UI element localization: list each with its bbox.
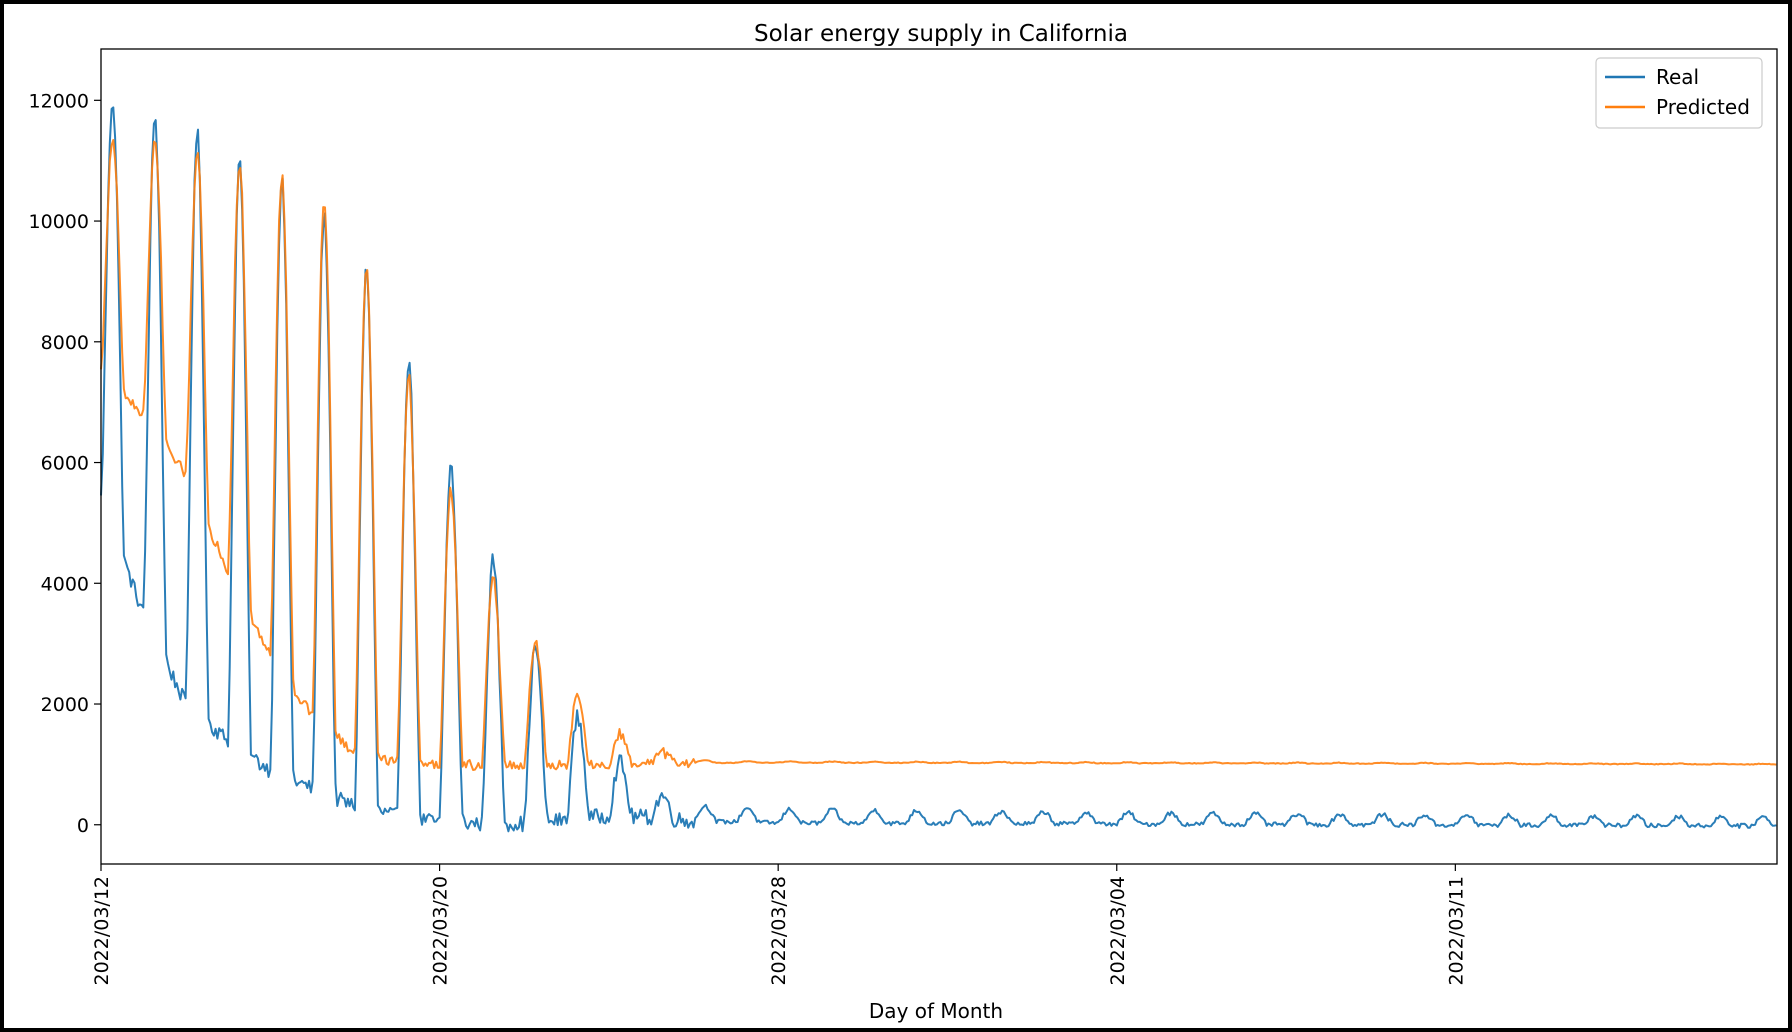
legend: Real Predicted: [1595, 57, 1763, 129]
series-line-predicted: [100, 139, 1777, 771]
y-axis: 0 2000 4000 6000 8000 10000 12000: [29, 90, 101, 837]
x-tick-label: 2022/03/28: [768, 876, 790, 986]
legend-label-real: Real: [1656, 65, 1699, 89]
legend-label-predicted: Predicted: [1656, 95, 1750, 119]
y-tick-label: 6000: [41, 453, 89, 475]
x-tick-label: 2022/03/11: [1445, 876, 1467, 986]
x-axis: 2022/03/12 2022/03/20 2022/03/28 2022/03/04…: [91, 864, 1467, 986]
x-tick-label: 2022/03/12: [91, 876, 113, 986]
y-tick-label: 8000: [41, 332, 89, 354]
y-tick-label: 10000: [29, 211, 89, 233]
x-tick-label: 2022/03/20: [430, 876, 452, 986]
line-chart: Solar energy supply in California 0 2000 4…: [29, 21, 1778, 1023]
plot-border: [100, 48, 1778, 865]
y-tick-label: 0: [77, 815, 89, 837]
y-tick-label: 12000: [29, 90, 89, 112]
figure-frame: Solar energy supply in California 0 2000 4…: [4, 4, 1788, 1028]
plot-area: [100, 48, 1778, 865]
x-axis-label: Day of Month: [869, 999, 1003, 1023]
x-tick-label: 2022/03/04: [1107, 876, 1129, 986]
legend-box: [1595, 57, 1763, 129]
y-tick-label: 4000: [41, 573, 89, 595]
series-group: [100, 106, 1777, 833]
series-line-real: [100, 106, 1777, 833]
y-tick-label: 2000: [41, 694, 89, 716]
plot-background: [101, 49, 1777, 864]
chart-title: Solar energy supply in California: [754, 21, 1128, 47]
